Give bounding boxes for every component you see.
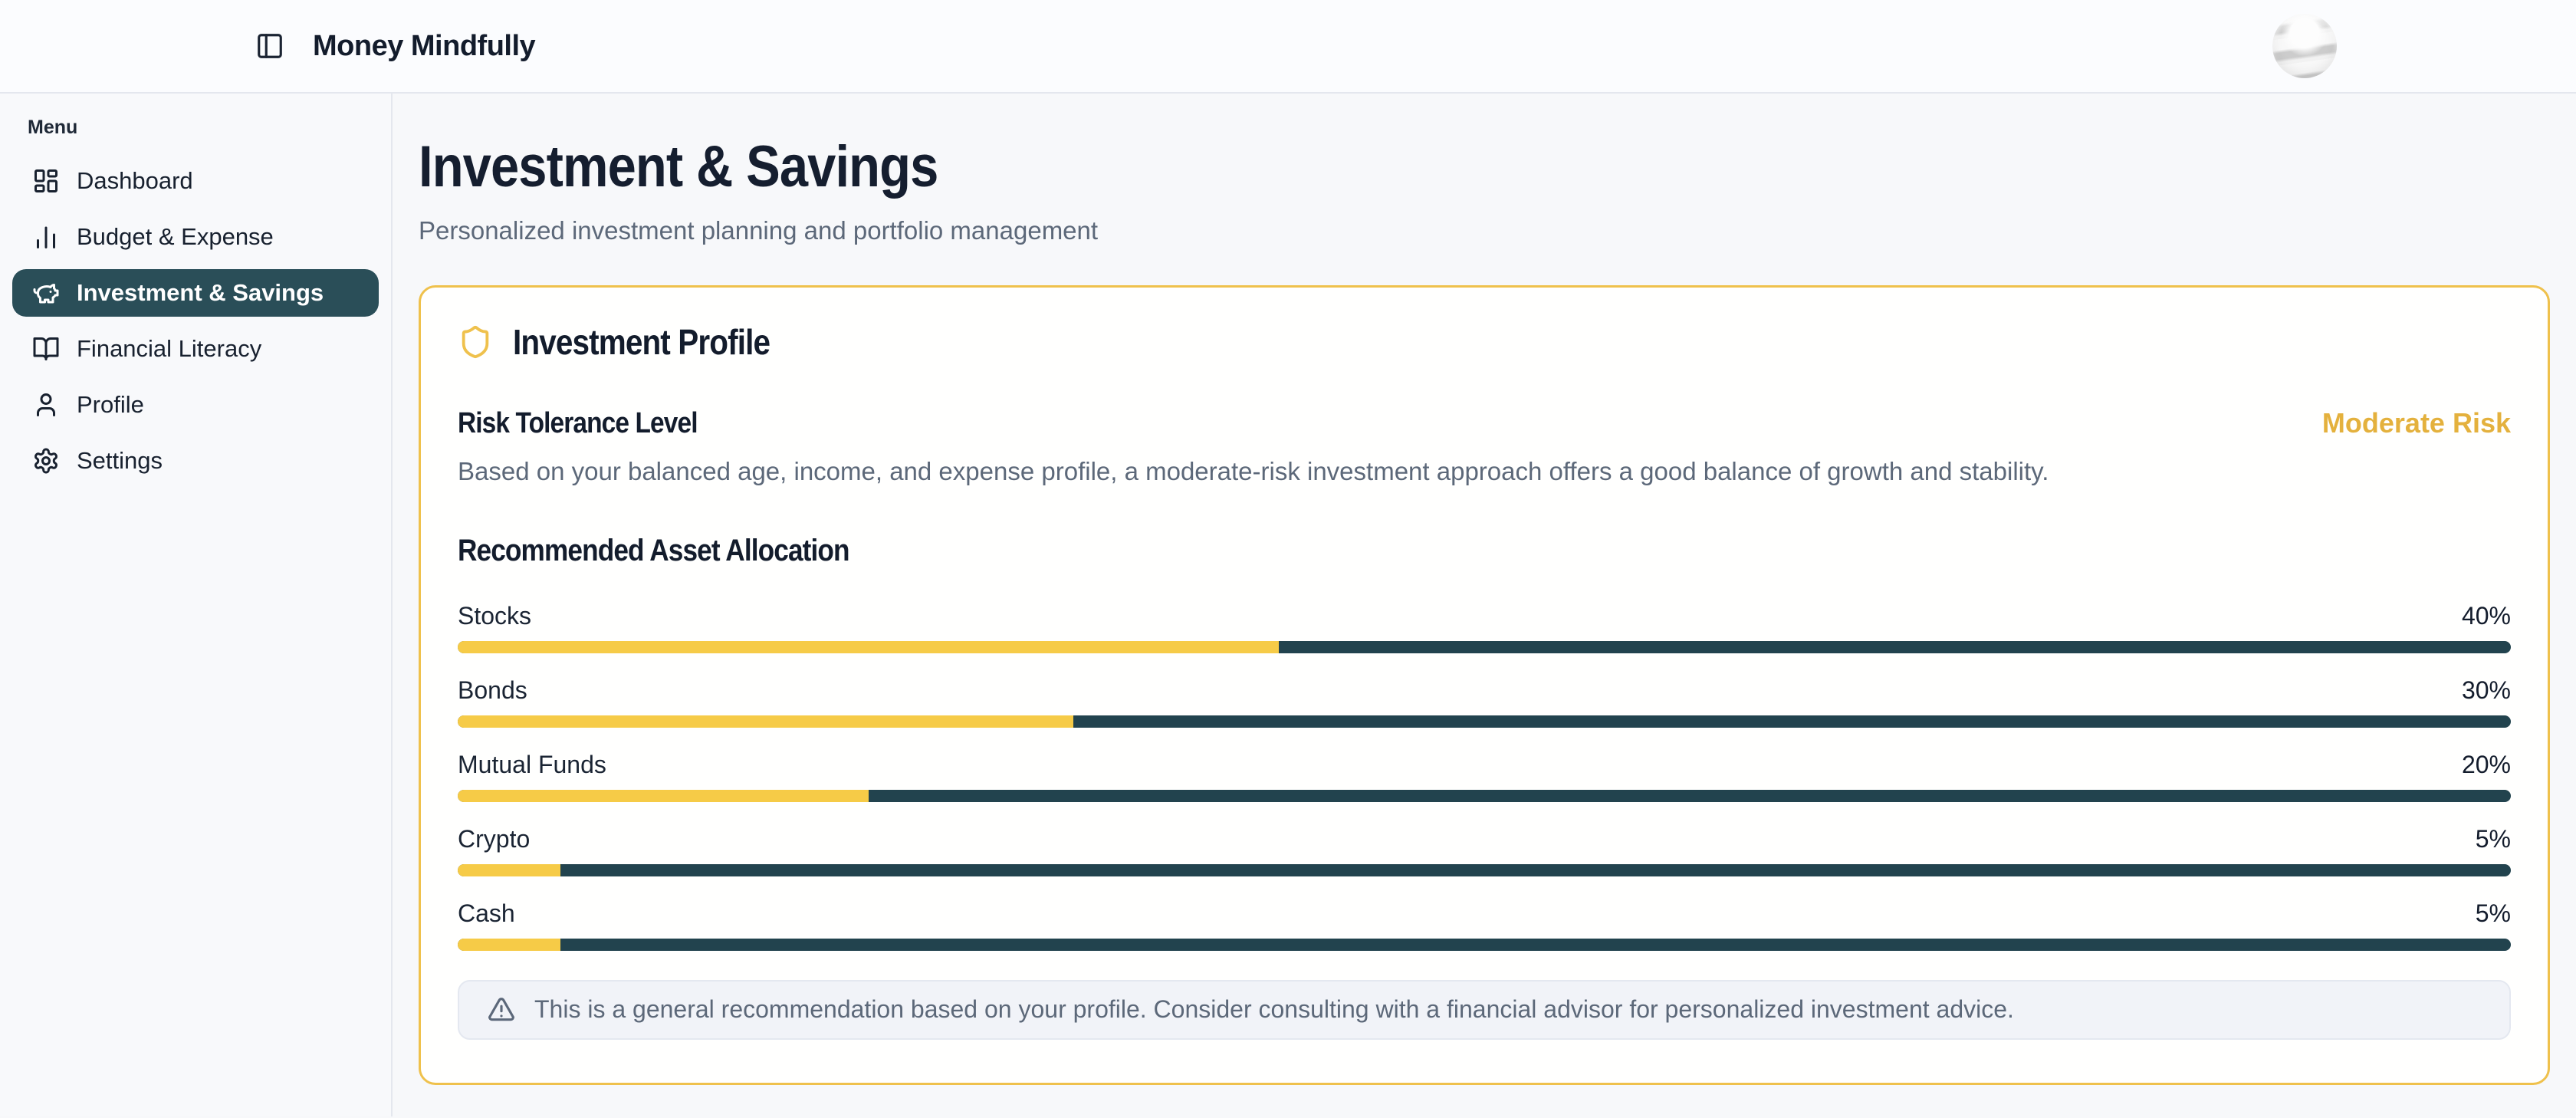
allocation-bar-track (458, 789, 2511, 802)
sidebar-item-financial-literacy[interactable]: Financial Literacy (12, 325, 379, 373)
allocation-row-stocks: Stocks 40% (458, 602, 2511, 653)
card-title: Investment Profile (513, 321, 770, 362)
dashboard-icon (32, 167, 60, 195)
allocation-row-cash: Cash 5% (458, 899, 2511, 951)
sidebar-item-label: Budget & Expense (77, 223, 274, 250)
sidebar: Menu Dashboard Budget & Expense Investme… (0, 94, 393, 1116)
sidebar-item-label: Financial Literacy (77, 335, 262, 362)
allocation-label: Bonds (458, 676, 527, 704)
allocation-percent: 40% (2461, 601, 2511, 630)
allocation-label: Crypto (458, 824, 531, 853)
shield-icon (458, 324, 493, 360)
allocation-bar-track (458, 640, 2511, 653)
panel-left-icon (255, 31, 284, 61)
sidebar-item-label: Investment & Savings (77, 279, 324, 306)
sidebar-item-label: Profile (77, 391, 144, 418)
risk-tolerance-row: Risk Tolerance Level Moderate Risk (458, 407, 2511, 440)
allocation-bar-track (458, 863, 2511, 876)
sidebar-item-label: Dashboard (77, 167, 193, 194)
allocation-bar-fill (458, 640, 1280, 653)
allocation-bar-fill (458, 938, 560, 951)
book-open-icon (32, 335, 60, 363)
piggy-bank-icon (32, 279, 60, 307)
allocation-row-mutual-funds: Mutual Funds 20% (458, 751, 2511, 802)
sidebar-toggle-button[interactable] (253, 29, 287, 63)
sidebar-item-dashboard[interactable]: Dashboard (12, 157, 379, 205)
sidebar-item-budget-expense[interactable]: Budget & Expense (12, 213, 379, 261)
allocation-percent: 20% (2461, 750, 2511, 778)
sidebar-item-investment-savings[interactable]: Investment & Savings (12, 269, 379, 317)
advisory-note-text: This is a general recommendation based o… (534, 995, 2014, 1024)
allocation-bar-fill (458, 715, 1074, 728)
allocation-bar-track (458, 715, 2511, 728)
allocation-bar-fill (458, 789, 869, 802)
allocation-row-bonds: Bonds 30% (458, 676, 2511, 728)
allocation-bar-track (458, 938, 2511, 951)
warning-triangle-icon (487, 995, 516, 1024)
risk-description: Based on your balanced age, income, and … (458, 456, 2049, 485)
sidebar-section-label: Menu (28, 117, 78, 138)
allocation-bar-fill (458, 863, 560, 876)
app-title: Money Mindfully (313, 29, 536, 62)
main-content: Investment & Savings Personalized invest… (393, 94, 2576, 1116)
sidebar-item-label: Settings (77, 447, 163, 474)
page-subtitle: Personalized investment planning and por… (419, 215, 1099, 245)
allocation-label: Mutual Funds (458, 750, 606, 778)
allocation-heading: Recommended Asset Allocation (458, 533, 850, 567)
sidebar-item-settings[interactable]: Settings (12, 437, 379, 485)
allocation-label: Cash (458, 899, 515, 927)
advisory-note: This is a general recommendation based o… (458, 979, 2511, 1040)
page-title: Investment & Savings (419, 134, 938, 199)
allocation-label: Stocks (458, 601, 532, 630)
allocation-percent: 30% (2461, 676, 2511, 704)
investment-profile-card: Investment Profile Risk Tolerance Level … (419, 284, 2550, 1085)
app-header: Money Mindfully (0, 0, 2576, 94)
bar-chart-icon (32, 223, 60, 251)
allocation-list: Stocks 40% Bonds 30% (458, 602, 2511, 951)
allocation-row-crypto: Crypto 5% (458, 825, 2511, 876)
allocation-percent: 5% (2475, 824, 2511, 853)
user-avatar[interactable] (2272, 14, 2337, 78)
card-header: Investment Profile (458, 321, 2511, 363)
risk-level-badge: Moderate Risk (2321, 406, 2511, 439)
risk-tolerance-heading: Risk Tolerance Level (458, 406, 698, 439)
gear-icon (32, 447, 60, 475)
sidebar-item-profile[interactable]: Profile (12, 381, 379, 429)
user-icon (32, 391, 60, 419)
allocation-percent: 5% (2475, 899, 2511, 927)
